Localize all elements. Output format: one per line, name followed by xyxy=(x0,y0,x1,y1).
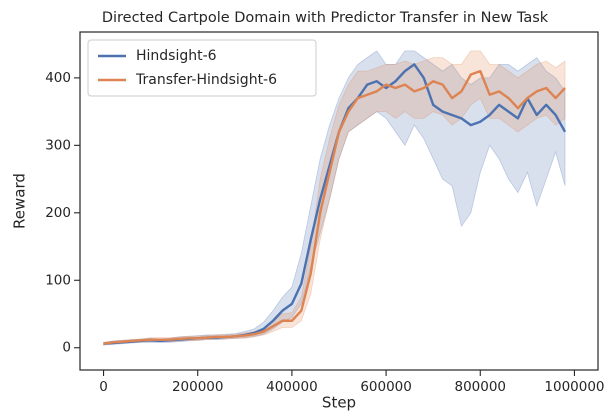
plot-frame xyxy=(79,31,599,371)
x-tick-label: 0 xyxy=(99,379,108,395)
y-tick-label: 100 xyxy=(45,272,71,288)
confidence-band xyxy=(103,50,566,346)
legend-label: Transfer-Hindsight-6 xyxy=(135,72,277,88)
x-tick-label: 200000 xyxy=(172,379,224,395)
legend-box xyxy=(87,39,317,97)
x-tick-label: 1000000 xyxy=(544,379,604,395)
y-tick-label: 400 xyxy=(45,70,71,86)
legend-label: Hindsight-6 xyxy=(136,48,217,64)
y-tick-label: 0 xyxy=(62,340,71,356)
y-axis-label: Reward xyxy=(11,173,29,229)
x-tick-label: 600000 xyxy=(360,379,412,395)
x-tick-label: 400000 xyxy=(266,379,318,395)
x-axis-label: Step xyxy=(322,394,356,412)
plot-area xyxy=(103,50,567,346)
chart-title: Directed Cartpole Domain with Predictor … xyxy=(102,10,549,26)
x-tick-label: 800000 xyxy=(454,379,506,395)
line xyxy=(103,69,566,345)
y-tick-label: 300 xyxy=(45,137,71,153)
y-tick-label: 200 xyxy=(45,205,71,221)
